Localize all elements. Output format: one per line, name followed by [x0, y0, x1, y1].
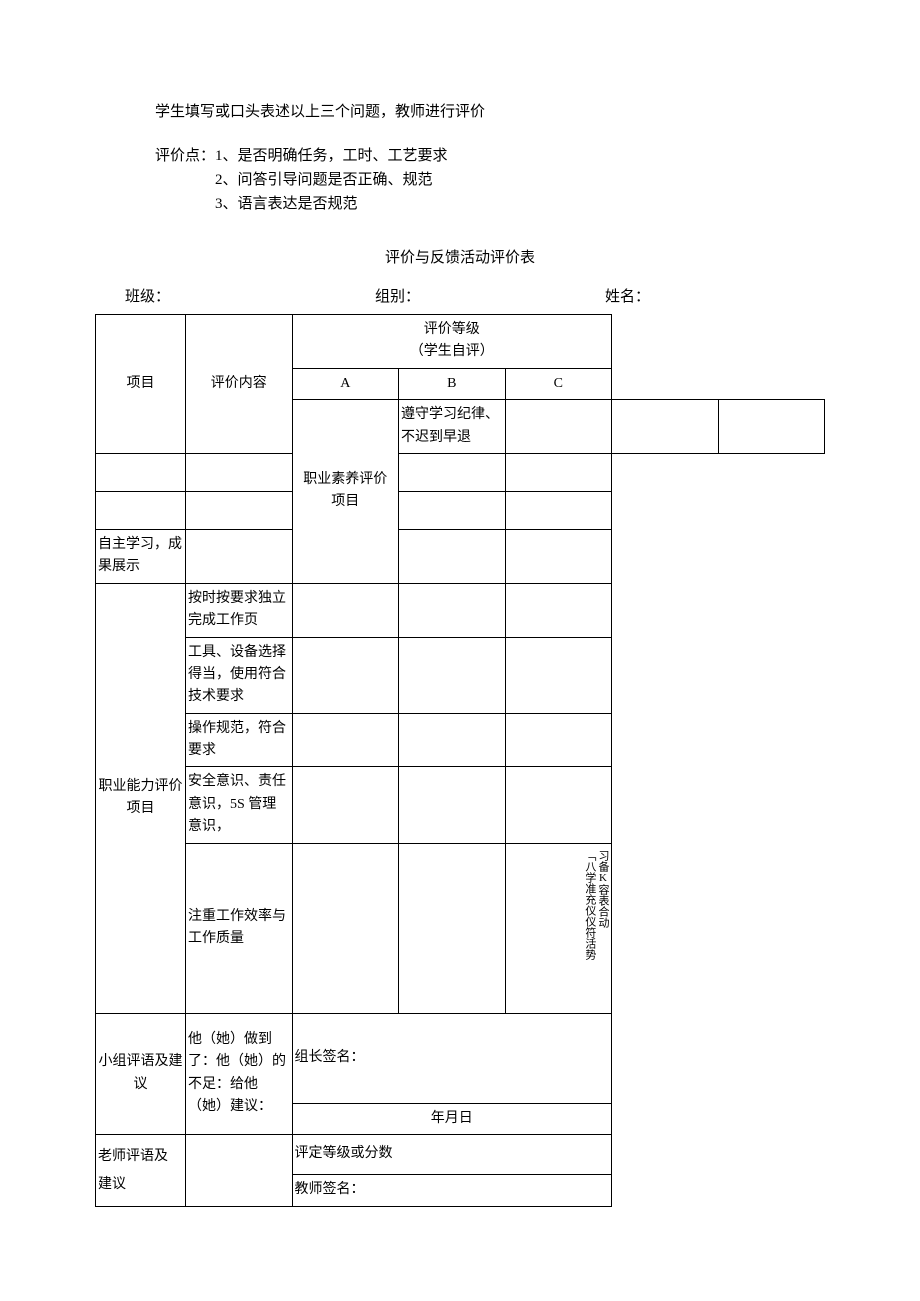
- gc-title-l2: 议: [98, 1074, 183, 1096]
- intro-text: 学生填写或口头表述以上三个问题，教师进行评价: [95, 100, 825, 124]
- vtext-1: 「八学准充仪仪符活势: [584, 850, 596, 960]
- s1-title: 职业素养评价 项目: [292, 400, 399, 584]
- s1-r3-b: [399, 491, 506, 529]
- group-comment-content: 他（她）做到了：他（她）的不足：给他（她）建议：: [186, 1013, 293, 1134]
- s1-r2-content: [96, 453, 186, 491]
- point-1: 评价点：1、是否明确任务，工时、工艺要求: [155, 144, 825, 168]
- s2-row-1: 职业能力评价 项目 按时按要求独立完成工作页: [96, 583, 825, 637]
- col-content: 评价内容: [186, 315, 293, 454]
- s2-r3-b: [399, 713, 506, 767]
- s2-r1-a: [292, 583, 399, 637]
- teacher-grade-label: 评定等级或分数: [292, 1135, 612, 1175]
- group-comment-row: 小组评语及建 议 他（她）做到了：他（她）的不足：给他（她）建议： 组长签名：: [96, 1013, 825, 1103]
- s1-title-l1: 职业素养评价: [295, 469, 397, 491]
- s2-r4-a: [292, 767, 399, 843]
- col-b: B: [399, 368, 506, 399]
- group-leader-sig: 组长签名：: [292, 1013, 612, 1103]
- s1-r3-content: [96, 491, 186, 529]
- s1-row-3: [96, 491, 825, 529]
- group-label: 组别：: [375, 285, 605, 309]
- s2-r3-content: 操作规范，符合要求: [186, 713, 293, 767]
- points-label: 评价点：: [155, 148, 215, 164]
- s2-row-5: 注重工作效率与工作质量 「八学准充仪仪符活势 习备K容表合动: [96, 843, 825, 1013]
- s1-r2-c: [505, 453, 612, 491]
- s1-r1-b: [612, 400, 719, 454]
- teacher-comment-title: 老师评语及 建议: [96, 1135, 186, 1207]
- s1-r4-b: [399, 529, 506, 583]
- s2-r5-b: [399, 843, 506, 1013]
- s2-r4-c: [505, 767, 612, 843]
- s2-r2-c: [505, 637, 612, 713]
- s2-r4-b: [399, 767, 506, 843]
- s2-r4-content: 安全意识、责任意识，5S 管理意识，: [186, 767, 293, 843]
- s2-row-3: 操作规范，符合要求: [96, 713, 825, 767]
- s1-row-4: 自主学习，成果展示: [96, 529, 825, 583]
- s1-r4-a: [186, 529, 293, 583]
- s2-title-l1: 职业能力评价: [98, 776, 183, 798]
- form-header: 班级： 组别： 姓名：: [95, 285, 825, 309]
- s2-r1-c: [505, 583, 612, 637]
- teacher-sig: 教师签名：: [292, 1175, 612, 1207]
- s1-r2-b: [399, 453, 506, 491]
- s1-r1-c: [718, 400, 825, 454]
- header-row-1: 项目 评价内容 评价等级 （学生自评）: [96, 315, 825, 369]
- s1-title-l2: 项目: [295, 491, 397, 513]
- s2-r3-a: [292, 713, 399, 767]
- s2-r3-c: [505, 713, 612, 767]
- s2-row-4: 安全意识、责任意识，5S 管理意识，: [96, 767, 825, 843]
- grade-sub-text: （学生自评）: [295, 341, 610, 363]
- col-c: C: [505, 368, 612, 399]
- s2-r5-a: [292, 843, 399, 1013]
- group-date: 年月日: [292, 1103, 612, 1134]
- col-grade-header: 评价等级 （学生自评）: [292, 315, 612, 369]
- s1-r3-a: [186, 491, 293, 529]
- evaluation-table: 项目 评价内容 评价等级 （学生自评） A B C 职业素养评价 项目 遵守学习…: [95, 314, 825, 1207]
- s2-r1-content: 按时按要求独立完成工作页: [186, 583, 293, 637]
- evaluation-points: 评价点：1、是否明确任务，工时、工艺要求 2、问答引导问题是否正确、规范 3、语…: [95, 144, 825, 216]
- table-title: 评价与反馈活动评价表: [95, 246, 825, 270]
- col-a: A: [292, 368, 399, 399]
- tc-title-l1: 老师评语及: [98, 1143, 183, 1171]
- vtext-2: 习备K容表合动: [597, 850, 609, 928]
- col-project: 项目: [96, 315, 186, 454]
- s1-r2-a: [186, 453, 293, 491]
- name-label: 姓名：: [605, 285, 650, 309]
- tc-title-l2: 建议: [98, 1171, 183, 1199]
- point-2: 2、问答引导问题是否正确、规范: [155, 168, 825, 192]
- s2-r2-content: 工具、设备选择得当，使用符合技术要求: [186, 637, 293, 713]
- s1-row-2: [96, 453, 825, 491]
- teacher-comment-content: [186, 1135, 293, 1207]
- s2-r5-content: 注重工作效率与工作质量: [186, 843, 293, 1013]
- s2-r1-b: [399, 583, 506, 637]
- s1-r1-content: 遵守学习纪律、不迟到早退: [399, 400, 506, 454]
- s1-r3-c: [505, 491, 612, 529]
- s2-r2-b: [399, 637, 506, 713]
- teacher-comment-row-1: 老师评语及 建议 评定等级或分数: [96, 1135, 825, 1175]
- s2-title: 职业能力评价 项目: [96, 583, 186, 1013]
- s2-r5-c: 「八学准充仪仪符活势 习备K容表合动: [505, 843, 612, 1013]
- grade-header-text: 评价等级: [295, 319, 610, 341]
- class-label: 班级：: [125, 285, 375, 309]
- s2-title-l2: 项目: [98, 798, 183, 820]
- s1-r1-a: [505, 400, 612, 454]
- group-comment-title: 小组评语及建 议: [96, 1013, 186, 1134]
- point-1-text: 1、是否明确任务，工时、工艺要求: [215, 148, 448, 164]
- point-3: 3、语言表达是否规范: [155, 192, 825, 216]
- gc-title-l1: 小组评语及建: [98, 1051, 183, 1073]
- s2-r2-a: [292, 637, 399, 713]
- vertical-text-wrap: 「八学准充仪仪符活势 习备K容表合动: [506, 848, 612, 1008]
- s1-r4-content: 自主学习，成果展示: [96, 529, 186, 583]
- s2-row-2: 工具、设备选择得当，使用符合技术要求: [96, 637, 825, 713]
- s1-r4-c: [505, 529, 612, 583]
